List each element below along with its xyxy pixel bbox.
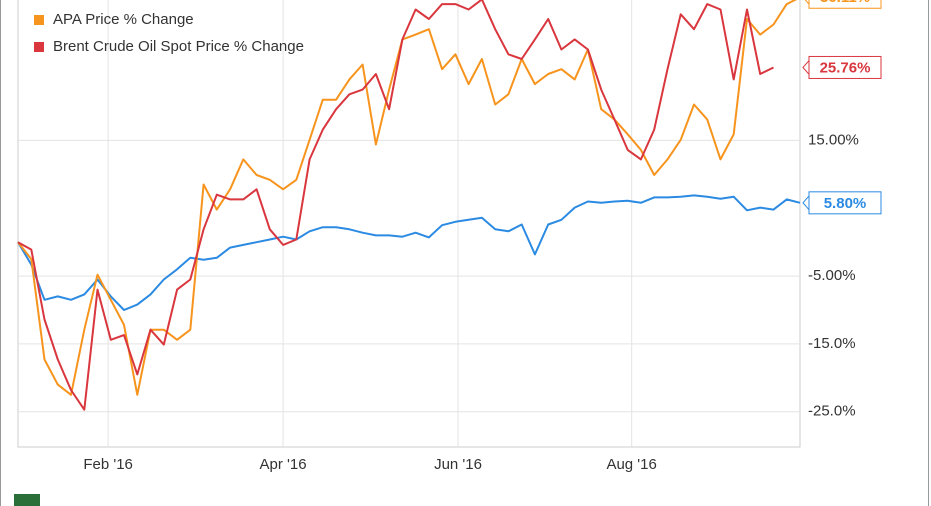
- x-tick-label: Feb '16: [83, 456, 133, 473]
- value-label: 5.80%: [824, 195, 867, 212]
- value-label: 36.11%: [820, 0, 870, 6]
- y-tick-label: -15.0%: [808, 335, 856, 352]
- label-box: [808, 191, 882, 215]
- y-tick-label: -25.0%: [808, 403, 856, 420]
- x-tick-label: Apr '16: [260, 456, 307, 473]
- label-box: [808, 0, 882, 9]
- line: [17, 194, 801, 311]
- legend-label: Brent Crude Oil Spot Price % Change: [53, 38, 304, 55]
- legend-swatch: [34, 15, 44, 25]
- value-label: 25.76%: [820, 59, 871, 76]
- legend-swatch: [34, 42, 44, 52]
- plot-area: [17, 0, 801, 448]
- x-tick-label: Aug '16: [606, 456, 656, 473]
- logo: [14, 494, 40, 506]
- y-tick-label: -5.00%: [808, 267, 856, 284]
- label-box: [808, 55, 882, 79]
- line: [17, 0, 774, 411]
- legend-label: APA Price % Change: [53, 11, 194, 28]
- y-tick-label: 15.00%: [808, 131, 859, 148]
- x-tick-label: Jun '16: [434, 456, 482, 473]
